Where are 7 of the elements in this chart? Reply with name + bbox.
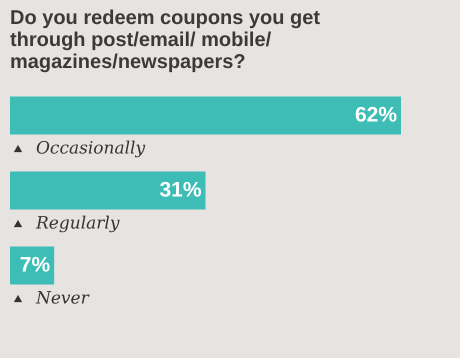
y-tick-label: Occasionally — [36, 138, 146, 158]
data-label: 31% — [159, 178, 202, 202]
y-tick-label: Regularly — [35, 214, 120, 234]
data-label: 62% — [354, 104, 398, 126]
chart-title: Do you redeem coupons you get through post/email/ mobile/ magazines/newspapers? — [10, 7, 320, 73]
data-label: 7% — [20, 254, 50, 276]
y-tick-label: Never — [35, 288, 90, 308]
